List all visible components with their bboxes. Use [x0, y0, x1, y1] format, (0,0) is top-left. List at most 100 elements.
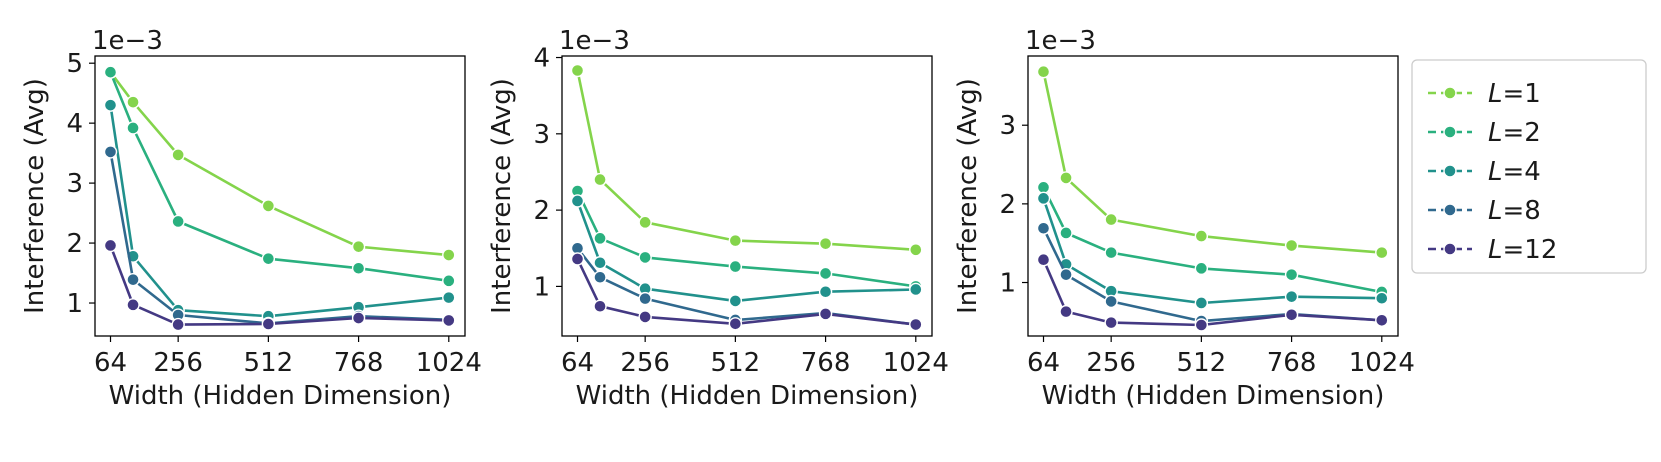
series-line-L=12	[1042, 258, 1384, 327]
legend-entry-label: L=2	[1488, 118, 1541, 148]
y-tick-label: 3	[533, 120, 550, 150]
data-point-L=4	[570, 194, 585, 208]
legend-marker	[1443, 86, 1457, 100]
data-point-L=4	[1375, 291, 1389, 305]
series-line-L=2	[109, 70, 451, 283]
data-point-L=12	[442, 313, 456, 328]
data-point-L=4	[1284, 289, 1299, 304]
data-point-L=2	[1104, 245, 1118, 260]
data-point-L=12	[1284, 308, 1299, 322]
data-point-L=2	[351, 261, 366, 275]
data-point-L=12	[171, 317, 185, 332]
data-point-L=12	[103, 238, 118, 253]
x-tick-label: 1024	[416, 348, 482, 378]
legend: L=1L=2L=4L=8L=12	[1411, 59, 1647, 274]
y-axis-label: Interference (Avg)	[953, 78, 983, 314]
series-line-L=2	[1042, 186, 1384, 294]
data-point-L=12	[126, 298, 140, 312]
data-point-L=2	[442, 274, 456, 288]
data-point-L=1	[126, 95, 140, 109]
legend-entry-label: L=12	[1488, 235, 1557, 265]
data-point-L=8	[1104, 294, 1118, 309]
legend-entry-label: L=4	[1488, 157, 1541, 187]
y-tick-label: 3	[999, 111, 1016, 141]
data-point-L=8	[593, 270, 607, 284]
plot-frame	[94, 55, 466, 337]
legend-var: L	[1488, 235, 1503, 265]
y-offset-label: 1e−3	[92, 26, 163, 56]
x-tick-label: 768	[801, 348, 851, 378]
legend-equals: =	[1503, 79, 1525, 109]
data-point-L=4	[442, 290, 456, 305]
subplot-2: 64 256 512 768 1024 1 2 3 4 1e−3 Width (Hidden Dim…	[487, 26, 949, 411]
series-line-L=1	[576, 69, 918, 252]
data-point-L=12	[638, 310, 652, 324]
plot-frame	[1027, 55, 1399, 337]
x-tick-label: 256	[1086, 348, 1136, 378]
series-line-L=1	[1042, 70, 1384, 254]
data-point-L=12	[570, 252, 585, 266]
data-point-L=2	[171, 214, 185, 229]
y-tick-label: 2	[533, 196, 550, 226]
y-tick-label: 5	[66, 49, 83, 79]
data-point-L=1	[1194, 229, 1209, 243]
data-point-L=4	[728, 294, 743, 308]
x-tick-label: 768	[1267, 348, 1317, 378]
legend-frame	[1411, 59, 1647, 274]
legend-var: L	[1488, 196, 1503, 226]
data-point-L=2	[728, 259, 743, 274]
legend-value: 12	[1524, 235, 1557, 265]
data-point-L=4	[909, 282, 923, 297]
data-point-L=1	[909, 243, 923, 257]
series-line-L=12	[109, 244, 451, 326]
data-point-L=2	[1284, 267, 1299, 282]
data-point-L=12	[351, 311, 366, 325]
legend-marker	[1443, 164, 1457, 178]
legend-equals: =	[1503, 196, 1525, 226]
legend-value: 4	[1524, 157, 1541, 187]
legend-marker	[1443, 125, 1457, 139]
data-point-L=2	[638, 250, 652, 265]
x-tick-label: 512	[1177, 348, 1227, 378]
legend-marker	[1443, 242, 1457, 256]
y-tick-label: 4	[533, 44, 550, 74]
y-tick-label: 1	[533, 272, 550, 302]
data-point-L=1	[442, 248, 456, 262]
data-point-L=4	[593, 256, 607, 270]
y-tick-label: 3	[66, 169, 83, 199]
x-tick-label: 768	[334, 348, 384, 378]
data-point-L=2	[126, 121, 140, 135]
legend-equals: =	[1503, 157, 1525, 187]
subplot-3: 64 256 512 768 1024 1 2 3 1e−3 Width (Hidden Dime…	[953, 26, 1415, 411]
legend-value: 2	[1524, 118, 1541, 148]
y-offset-label: 1e−3	[559, 26, 630, 56]
legend-equals: =	[1503, 235, 1525, 265]
legend-var: L	[1488, 118, 1503, 148]
y-tick-label: 2	[66, 229, 83, 259]
y-tick-label: 1	[999, 269, 1016, 299]
data-point-L=1	[818, 236, 833, 251]
data-point-L=2	[261, 251, 276, 266]
legend-value: 1	[1524, 79, 1541, 109]
series-line-L=4	[109, 103, 451, 318]
data-point-L=12	[1375, 313, 1389, 327]
data-point-L=2	[593, 231, 607, 246]
data-point-L=4	[1194, 296, 1209, 310]
series-line-L=8	[1042, 226, 1384, 323]
plot-frame	[561, 55, 933, 337]
legend-entry-label: L=8	[1488, 196, 1541, 226]
data-point-L=8	[1036, 221, 1051, 235]
y-offset-label: 1e−3	[1025, 26, 1096, 56]
x-tick-label: 512	[711, 348, 761, 378]
data-point-L=1	[261, 199, 276, 213]
x-tick-label: 256	[620, 348, 670, 378]
series-line-L=2	[576, 189, 918, 288]
data-point-L=1	[728, 233, 743, 248]
x-tick-label: 1024	[883, 348, 949, 378]
x-axis-label: Width (Hidden Dimension)	[1042, 381, 1385, 411]
legend-entry-label: L=1	[1488, 79, 1541, 109]
data-point-L=12	[261, 317, 276, 331]
data-point-L=12	[909, 317, 923, 332]
y-axis-label: Interference (Avg)	[20, 78, 50, 314]
x-tick-label: 1024	[1349, 348, 1415, 378]
